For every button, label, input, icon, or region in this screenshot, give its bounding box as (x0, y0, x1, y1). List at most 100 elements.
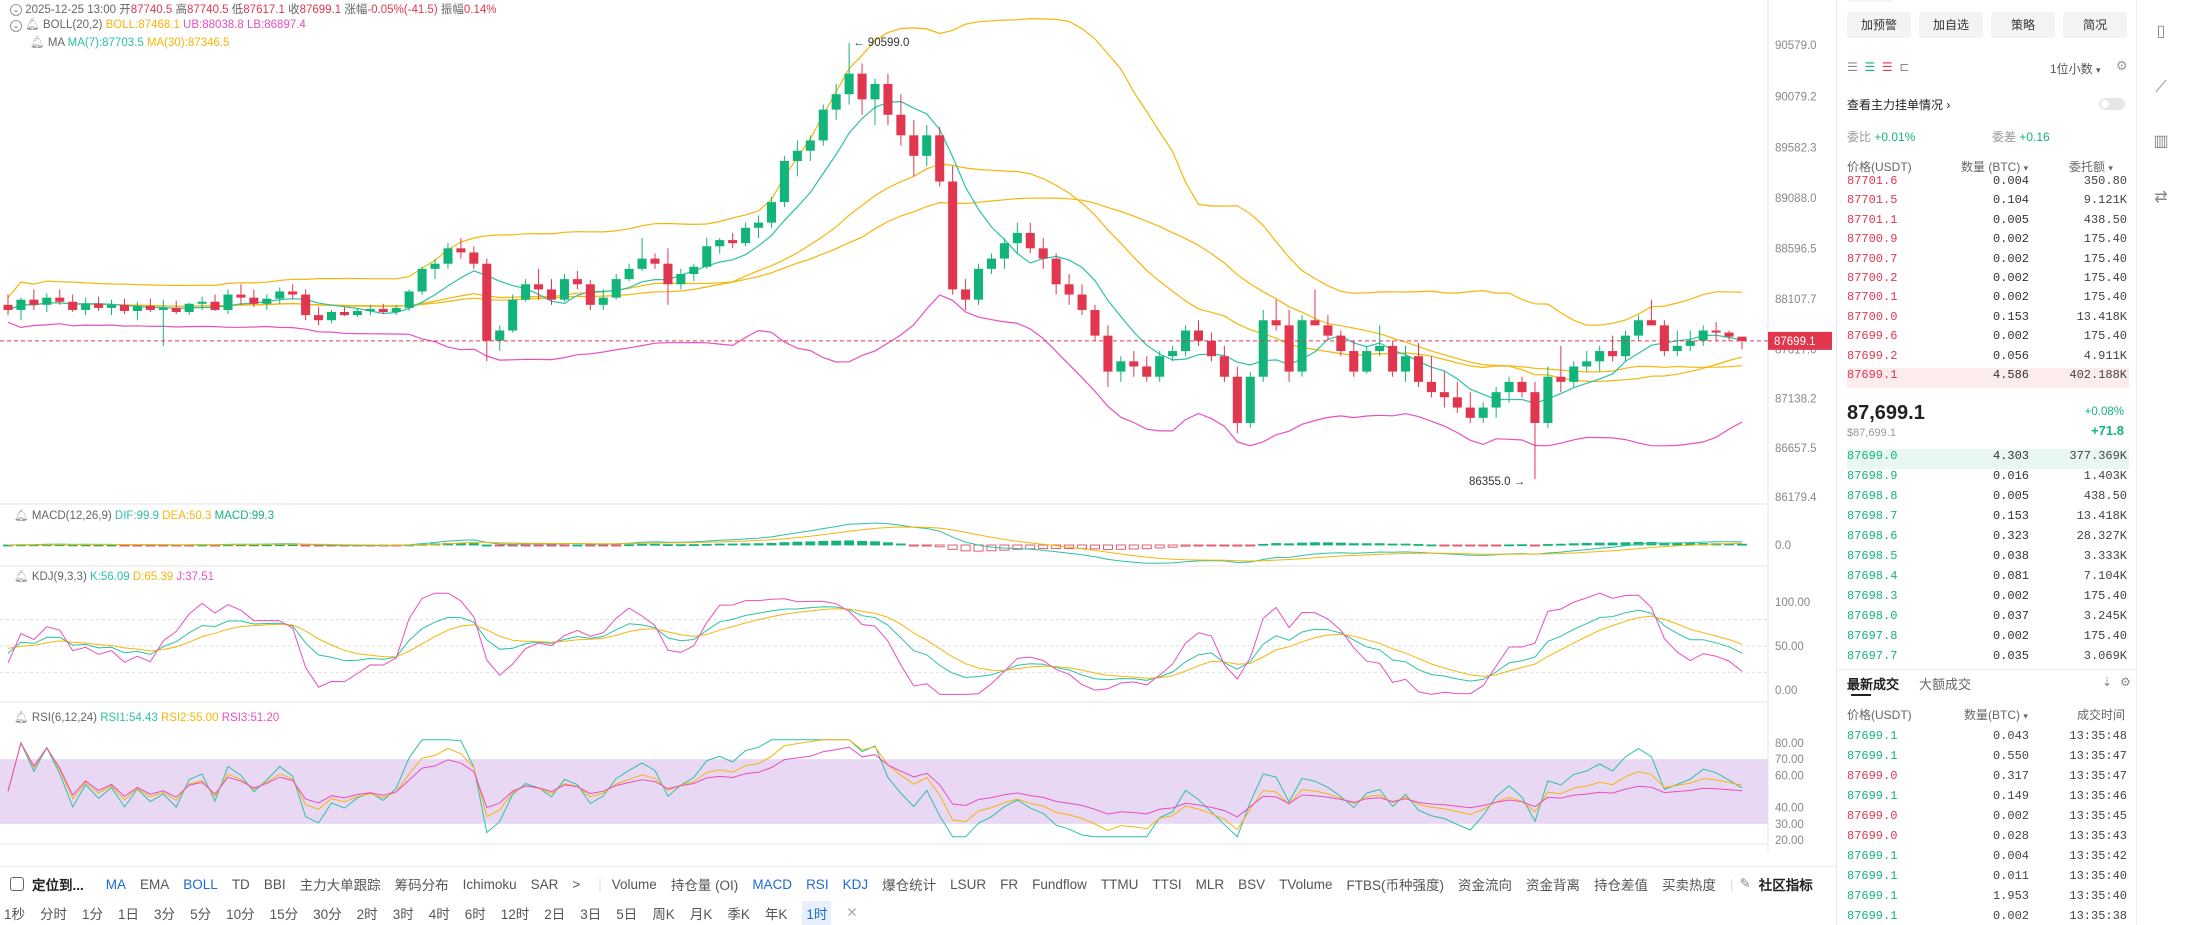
sub-volume[interactable]: Volume (611, 876, 657, 892)
settings-icon[interactable]: ⚙ (2120, 675, 2131, 689)
tf-10m[interactable]: 10分 (226, 907, 255, 922)
bid-row[interactable]: 87698.7 0.153 13.418K (1847, 509, 2129, 529)
collapse-icon[interactable]: ⌄ (10, 3, 22, 16)
exchange-icon[interactable]: ⇄ (2154, 189, 2168, 206)
add-alert-button[interactable]: 加预警 (1847, 12, 1911, 38)
edit-icon[interactable]: ✎ (1739, 876, 1751, 891)
tf-3h[interactable]: 3时 (392, 907, 414, 922)
tf-3m[interactable]: 3分 (154, 907, 176, 922)
indicator-big-order[interactable]: 主力大单跟踪 (299, 878, 381, 893)
indicator-sar[interactable]: SAR (530, 876, 559, 892)
tf-15m[interactable]: 15分 (269, 907, 299, 922)
sub-rsi[interactable]: RSI (806, 876, 829, 892)
sub-ttmu[interactable]: TTMU (1100, 876, 1139, 892)
bid-row[interactable]: 87697.8 0.002 175.40 (1847, 629, 2129, 649)
ask-row[interactable]: 87701.1 0.005 438.50 (1847, 213, 2129, 233)
line-chart-icon[interactable]: ⟋ (2155, 79, 2167, 96)
macd-name[interactable]: MACD(12,26,9) (31, 510, 112, 522)
sub-fr[interactable]: FR (1000, 876, 1019, 892)
bell-icon[interactable]: 🔔︎ (14, 571, 29, 583)
community-indicators[interactable]: 社区指标 (1758, 878, 1813, 893)
tf-line[interactable]: 分时 (40, 907, 68, 922)
bell-icon[interactable]: 🔔︎ (25, 19, 40, 31)
tf-5m[interactable]: 5分 (190, 907, 212, 922)
kline-chart-svg[interactable]: 90579.0 90079.2 89582.3 89088.0 88596.5 88107… (0, 0, 1832, 852)
indicator-ichimoku[interactable]: Ichimoku (462, 876, 517, 892)
col-total-header[interactable]: 委托额 ▾ (2069, 158, 2113, 175)
bid-row[interactable]: 87698.6 0.323 28.327K (1847, 529, 2129, 549)
sub-capital-divergence[interactable]: 资金背离 (1525, 878, 1580, 893)
bid-row[interactable]: 87698.4 0.081 7.104K (1847, 569, 2129, 589)
collapse-icon[interactable]: ⌄ (10, 20, 22, 32)
tf-1s[interactable]: 1秒 (4, 907, 26, 922)
rsi-name[interactable]: RSI(6,12,24) (31, 712, 98, 724)
ask-row[interactable]: 87700.1 0.002 175.40 (1847, 290, 2129, 310)
bid-row[interactable]: 87698.3 0.002 175.40 (1847, 589, 2129, 609)
settings-icon[interactable]: ⚙ (2116, 58, 2128, 73)
bell-icon[interactable]: 🔔︎ (14, 712, 29, 724)
ask-row[interactable]: 87699.2 0.056 4.911K (1847, 349, 2129, 369)
book-bids-icon[interactable]: ☰ (1864, 60, 1876, 74)
indicator-bbi[interactable]: BBI (263, 876, 286, 892)
tf-4h[interactable]: 4时 (428, 907, 450, 922)
tf-week[interactable]: 周K (652, 907, 675, 922)
sub-oi-diff[interactable]: 持仓差值 (1593, 878, 1648, 893)
bar-chart-icon[interactable]: ▥ (2153, 133, 2169, 150)
ask-row[interactable]: 87699.6 0.002 175.40 (1847, 329, 2129, 349)
book-asks-icon[interactable]: ☰ (1881, 60, 1893, 74)
ask-row[interactable]: 87700.2 0.002 175.40 (1847, 271, 2129, 291)
ask-row[interactable]: 87699.1 4.586 402.188K (1847, 368, 2129, 388)
overview-button[interactable]: 简况 (2063, 12, 2127, 38)
precision-select[interactable]: 1位小数 ▾ (2050, 60, 2101, 77)
tf-2d[interactable]: 2日 (544, 907, 566, 922)
tf-2h[interactable]: 2时 (356, 907, 378, 922)
sub-liquidation[interactable]: 爆仓统计 (882, 878, 937, 893)
sub-bsv[interactable]: BSV (1238, 876, 1266, 892)
kdj-name[interactable]: KDJ(9,3,3) (31, 571, 87, 583)
tab-latest-trades[interactable]: 最新成交 (1847, 677, 1900, 692)
ask-row[interactable]: 87701.5 0.104 9.121K (1847, 193, 2129, 213)
tf-1h[interactable]: 1时 (802, 901, 832, 925)
tf-5d[interactable]: 5日 (616, 907, 638, 922)
bid-row[interactable]: 87698.8 0.005 438.50 (1847, 489, 2129, 509)
tf-month[interactable]: 月K (689, 907, 713, 922)
document-icon[interactable]: ▯ (2156, 23, 2166, 40)
tf-3d[interactable]: 3日 (580, 907, 602, 922)
tf-quarter[interactable]: 季K (727, 907, 750, 922)
tf-30m[interactable]: 30分 (313, 907, 342, 922)
sub-mlr[interactable]: MLR (1195, 876, 1225, 892)
bid-row[interactable]: 87697.7 0.035 3.069K (1847, 649, 2129, 669)
strategy-button[interactable]: 策略 (1991, 12, 2055, 38)
sub-oi[interactable]: 持仓量 (OI) (670, 878, 739, 893)
locate-button[interactable]: 定位到... (32, 878, 84, 893)
sub-ttsi[interactable]: TTSI (1152, 876, 1182, 892)
tf-1m[interactable]: 1分 (82, 907, 104, 922)
tf-year[interactable]: 年K (764, 907, 788, 922)
indicator-boll[interactable]: BOLL (183, 876, 218, 892)
bell-icon[interactable]: 🔔︎ (30, 37, 45, 49)
indicator-ema[interactable]: EMA (140, 876, 170, 892)
bid-row[interactable]: 87698.0 0.037 3.245K (1847, 609, 2129, 629)
ask-row[interactable]: 87700.0 0.153 13.418K (1847, 310, 2129, 330)
depth-toggle[interactable] (2099, 98, 2125, 110)
tf-12h[interactable]: 12时 (500, 907, 530, 922)
bid-row[interactable]: 87698.5 0.038 3.333K (1847, 549, 2129, 569)
sub-fundflow[interactable]: Fundflow (1032, 876, 1087, 892)
filter-icon[interactable]: ⇣ (2102, 675, 2113, 689)
kline-chart-area[interactable]: 90579.0 90079.2 89582.3 89088.0 88596.5 88107… (0, 0, 1832, 852)
boll-name[interactable]: BOLL(20,2) (43, 19, 103, 31)
book-chart-icon[interactable]: ⊏ (1899, 60, 1910, 74)
sub-trade-heat[interactable]: 买卖热度 (1661, 878, 1716, 893)
ask-row[interactable]: 87701.6 0.004 350.80 (1847, 174, 2129, 194)
sub-lsur[interactable]: LSUR (950, 876, 987, 892)
close-icon[interactable]: ✕ (846, 905, 858, 920)
trade-col-qty[interactable]: 数量(BTC) ▾ (1964, 706, 2028, 723)
bid-row[interactable]: 87698.9 0.016 1.403K (1847, 469, 2129, 489)
indicator-ma[interactable]: MA (105, 876, 127, 892)
bid-row[interactable]: 87699.0 4.303 377.369K (1847, 449, 2129, 469)
indicator-chip[interactable]: 筹码分布 (394, 878, 449, 893)
more-main-indicators[interactable]: > (572, 876, 581, 892)
add-watchlist-button[interactable]: 加自选 (1919, 12, 1983, 38)
col-qty-header[interactable]: 数量 (BTC) ▾ (1961, 158, 2028, 175)
sub-macd[interactable]: MACD (752, 876, 793, 892)
